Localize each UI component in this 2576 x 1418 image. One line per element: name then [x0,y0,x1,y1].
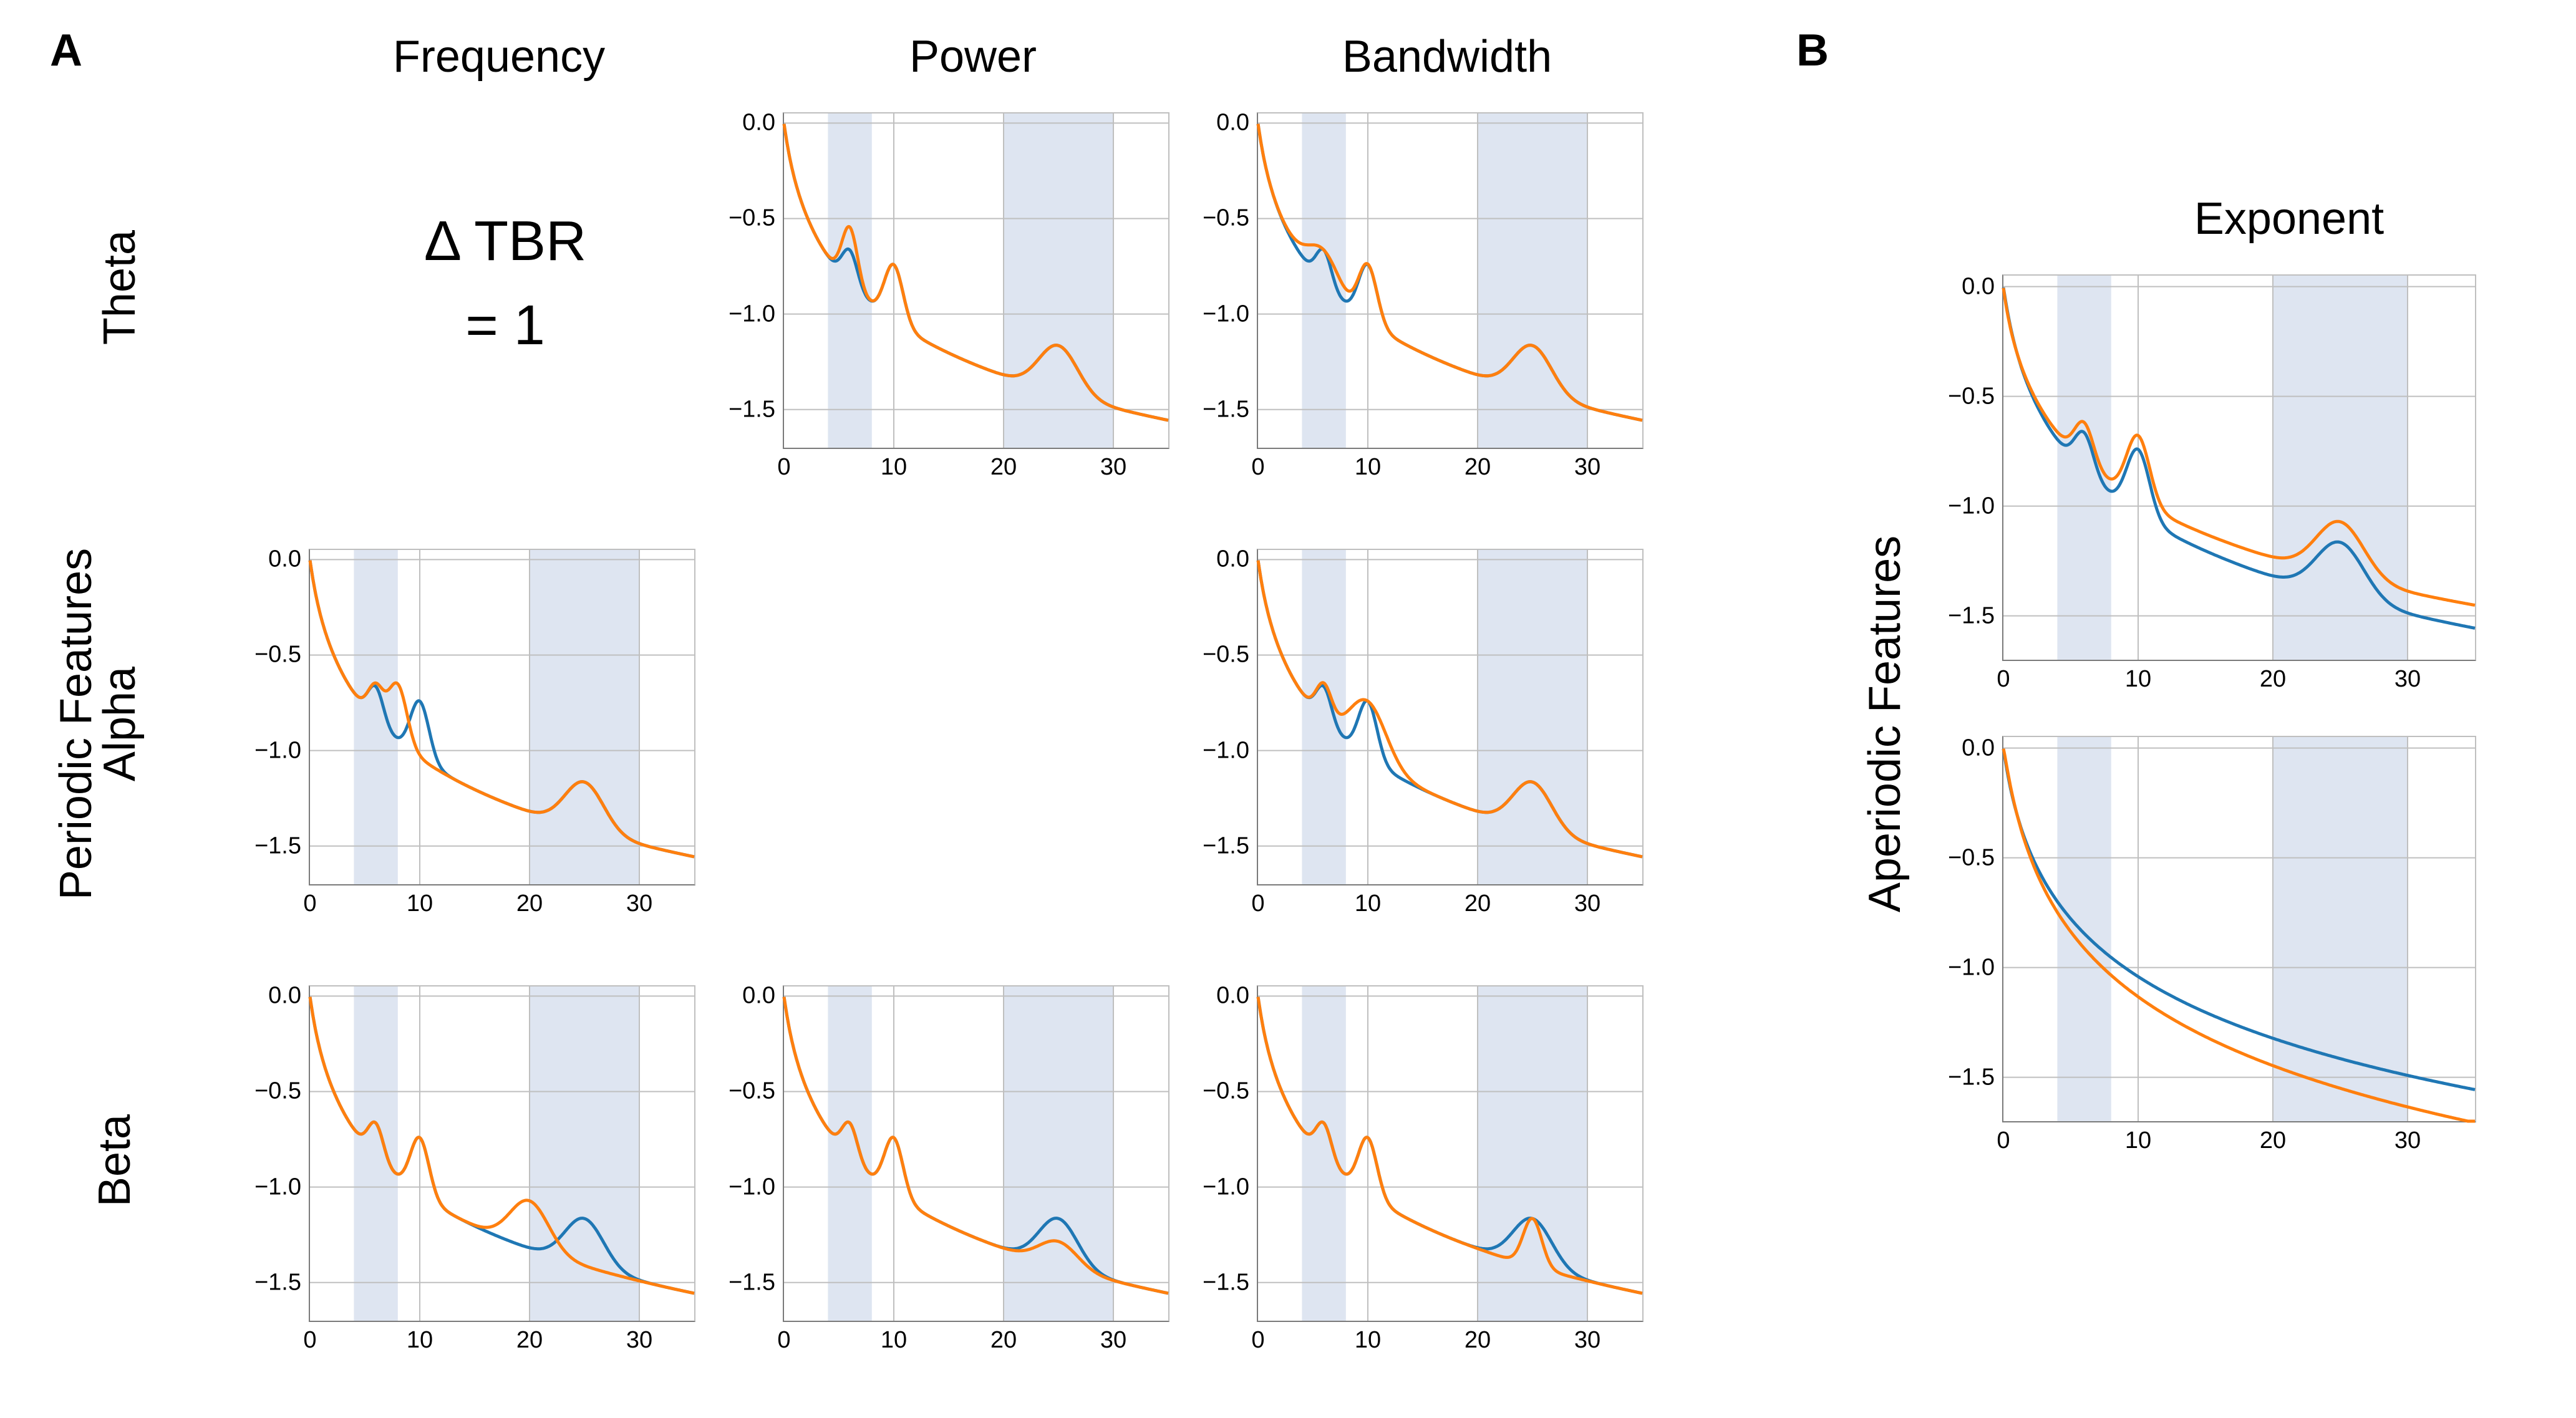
xtick-label: 20 [2260,1121,2286,1154]
xtick-label: 10 [407,884,433,917]
ytick-label: 0.0 [223,983,310,1010]
plot-alpha-bandwidth: 0.0−0.5−1.0−1.50102030 [1257,549,1644,885]
xtick-label: 30 [2394,1121,2421,1154]
xtick-label: 30 [1100,1321,1126,1354]
axis-title-aperiodic: Aperiodic Features [1859,536,1910,912]
ytick-label: −1.5 [1171,396,1258,423]
xtick-label: 30 [2394,660,2421,693]
delta-tbr-line1: Δ TBR [337,200,674,284]
ytick-label: 0.0 [1171,983,1258,1010]
plot-alpha-frequency: 0.0−0.5−1.0−1.50102030 [309,549,695,885]
ytick-label: −0.5 [223,1078,310,1105]
xtick-label: 30 [626,1321,652,1354]
xtick-label: 30 [1574,1321,1600,1354]
plot-theta-power: 0.0−0.5−1.0−1.50102030 [783,112,1169,449]
xtick-label: 10 [2125,1121,2151,1154]
ytick-label: −1.0 [697,301,784,327]
ytick-label: −0.5 [1171,1078,1258,1105]
ytick-label: −1.0 [697,1174,784,1200]
ytick-label: −1.5 [1916,1064,2003,1091]
xtick-label: 20 [516,884,543,917]
xtick-label: 10 [881,448,907,481]
figure-root: A B Frequency Power Bandwidth Exponent T… [25,25,2551,1393]
xtick-label: 0 [777,1321,790,1354]
xtick-label: 20 [1465,448,1491,481]
delta-tbr-line2: = 1 [337,284,674,368]
panel-label-b: B [1796,25,1829,76]
plot-beta-frequency: 0.0−0.5−1.0−1.50102030 [309,985,695,1322]
ytick-label: −1.5 [697,396,784,423]
xtick-label: 30 [626,884,652,917]
ytick-label: −1.0 [1916,954,2003,981]
ytick-label: −0.5 [1916,844,2003,871]
col-header-bandwidth: Bandwidth [1260,31,1634,82]
xtick-label: 0 [777,448,790,481]
col-header-power: Power [786,31,1160,82]
xtick-label: 20 [2260,660,2286,693]
xtick-label: 0 [1251,884,1264,917]
row-label-alpha: Alpha [94,667,145,781]
row-label-theta: Theta [94,230,145,345]
xtick-label: 0 [1997,1121,2010,1154]
xtick-label: 10 [1355,1321,1381,1354]
xtick-label: 0 [1251,448,1264,481]
xtick-label: 20 [1465,884,1491,917]
ytick-label: −0.5 [1171,642,1258,668]
ytick-label: −1.5 [697,1269,784,1296]
xtick-label: 10 [881,1321,907,1354]
xtick-label: 0 [303,884,316,917]
ytick-label: −1.5 [1171,832,1258,859]
xtick-label: 20 [990,448,1017,481]
ytick-label: −1.0 [223,1174,310,1200]
ytick-label: −0.5 [697,205,784,232]
xtick-label: 20 [1465,1321,1491,1354]
xtick-label: 30 [1100,448,1126,481]
ytick-label: −0.5 [1916,383,2003,410]
xtick-label: 10 [2125,660,2151,693]
xtick-label: 20 [516,1321,543,1354]
xtick-label: 10 [407,1321,433,1354]
ytick-label: 0.0 [1916,273,2003,300]
ytick-label: 0.0 [1916,735,2003,761]
ytick-label: 0.0 [223,546,310,573]
plot-aperiodic-exponent-peaks: 0.0−0.5−1.0−1.50102030 [2002,274,2476,661]
xtick-label: 20 [990,1321,1017,1354]
ytick-label: 0.0 [697,983,784,1010]
ytick-label: −1.5 [223,1269,310,1296]
plot-aperiodic-exponent-nopeaks: 0.0−0.5−1.0−1.50102030 [2002,736,2476,1122]
ytick-label: −0.5 [223,642,310,668]
row-label-beta: Beta [89,1114,140,1207]
ytick-label: −1.0 [1171,737,1258,764]
ytick-label: −1.5 [1171,1269,1258,1296]
ytick-label: −1.0 [1171,1174,1258,1200]
xtick-label: 0 [1997,660,2010,693]
ytick-label: 0.0 [1171,110,1258,137]
plot-beta-power: 0.0−0.5−1.0−1.50102030 [783,985,1169,1322]
ytick-label: −1.0 [1171,301,1258,327]
axis-title-periodic: Periodic Features [51,548,102,900]
xtick-label: 0 [1251,1321,1264,1354]
plot-beta-bandwidth: 0.0−0.5−1.0−1.50102030 [1257,985,1644,1322]
ytick-label: 0.0 [1171,546,1258,573]
ytick-label: −0.5 [1171,205,1258,232]
ytick-label: 0.0 [697,110,784,137]
xtick-label: 10 [1355,884,1381,917]
plot-theta-bandwidth: 0.0−0.5−1.0−1.50102030 [1257,112,1644,449]
ytick-label: −1.5 [223,832,310,859]
ytick-label: −1.5 [1916,602,2003,629]
col-header-exponent: Exponent [2052,193,2526,244]
xtick-label: 0 [303,1321,316,1354]
ytick-label: −1.0 [223,737,310,764]
panel-label-a: A [50,25,82,76]
ytick-label: −1.0 [1916,493,2003,519]
xtick-label: 10 [1355,448,1381,481]
delta-tbr-label: Δ TBR = 1 [337,200,674,368]
ytick-label: −0.5 [697,1078,784,1105]
xtick-label: 30 [1574,448,1600,481]
col-header-frequency: Frequency [312,31,686,82]
xtick-label: 30 [1574,884,1600,917]
